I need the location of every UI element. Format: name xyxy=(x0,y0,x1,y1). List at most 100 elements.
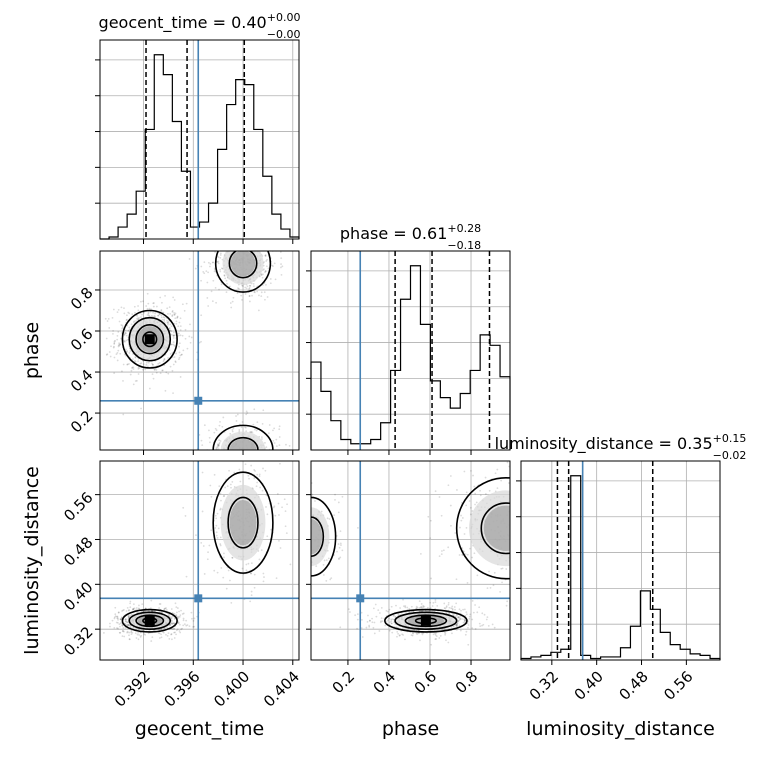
sample-point xyxy=(258,458,260,460)
sample-point xyxy=(163,316,166,319)
x-tick-label-luminosity_distance: 0.32 xyxy=(526,668,562,704)
sample-point xyxy=(137,638,140,641)
sample-point xyxy=(461,553,464,556)
sample-point xyxy=(373,621,376,624)
sample-point xyxy=(513,512,515,514)
sample-point xyxy=(380,617,383,620)
sample-point xyxy=(223,243,225,245)
sample-point xyxy=(511,517,513,519)
sample-point xyxy=(513,552,515,554)
sample-point xyxy=(251,244,253,246)
sample-point xyxy=(444,628,447,631)
sample-point xyxy=(481,612,484,615)
sample-point xyxy=(254,452,256,454)
sample-point xyxy=(515,493,517,495)
sample-point xyxy=(465,611,468,613)
sample-point xyxy=(106,353,109,355)
sample-point xyxy=(122,630,125,633)
sample-point xyxy=(227,569,230,572)
sample-point xyxy=(264,271,266,274)
sample-point xyxy=(152,377,155,380)
sample-point xyxy=(257,309,260,312)
sample-point xyxy=(246,412,249,414)
sample-point xyxy=(145,305,148,307)
sample-point xyxy=(532,558,534,560)
sample-point xyxy=(425,609,427,612)
sample-point xyxy=(112,346,115,349)
panel-content xyxy=(100,223,299,471)
sample-point xyxy=(231,231,233,233)
sample-point xyxy=(471,627,474,630)
sample-point xyxy=(401,633,403,636)
sample-point xyxy=(460,609,462,612)
sample-point xyxy=(125,610,128,612)
sample-point xyxy=(391,631,394,634)
sample-point xyxy=(207,469,209,471)
sample-point xyxy=(305,532,307,534)
title-sup: +0.28 xyxy=(447,222,481,235)
sample-point xyxy=(210,244,212,246)
sample-point xyxy=(166,319,168,322)
sample-point xyxy=(172,392,174,394)
sample-point xyxy=(215,517,218,520)
sample-point xyxy=(113,616,116,619)
sample-point xyxy=(411,631,414,634)
sample-point xyxy=(206,297,209,299)
sample-point xyxy=(165,607,167,610)
sample-point xyxy=(252,423,255,426)
sample-point xyxy=(263,576,265,578)
sample-point xyxy=(173,631,176,634)
sample-point xyxy=(246,452,248,454)
sample-point xyxy=(388,608,391,611)
sample-point xyxy=(278,436,281,438)
sample-point xyxy=(220,241,222,243)
panel-title: luminosity_distance = 0.35+0.15 xyxy=(495,432,747,454)
sample-point xyxy=(283,498,286,501)
sample-point xyxy=(175,320,178,323)
sample-point xyxy=(463,618,465,621)
sample-point xyxy=(515,599,517,601)
sample-point xyxy=(307,601,309,603)
sample-point xyxy=(512,518,514,520)
sample-point xyxy=(515,532,517,534)
sample-point xyxy=(121,370,123,373)
sample-point xyxy=(232,223,234,225)
sample-point xyxy=(119,352,122,355)
sample-point xyxy=(209,262,212,265)
sample-point xyxy=(231,481,234,483)
sample-point xyxy=(244,240,246,242)
sample-point xyxy=(158,632,161,635)
sample-point xyxy=(253,469,256,471)
sample-point xyxy=(170,333,173,336)
sample-point xyxy=(241,298,243,301)
sample-point xyxy=(259,241,261,243)
sample-point xyxy=(241,421,244,423)
sample-point xyxy=(458,608,461,611)
contour-line xyxy=(142,617,158,625)
sample-point xyxy=(368,625,371,628)
sample-point xyxy=(109,355,112,358)
hist-panel-geocent_time: geocent_time = 0.40+0.00−0.00 xyxy=(95,11,300,244)
sample-point xyxy=(189,323,191,326)
sample-point xyxy=(171,628,174,631)
sample-point xyxy=(522,581,524,583)
sample-point xyxy=(518,510,520,512)
sample-point xyxy=(529,528,531,530)
sample-point xyxy=(171,622,174,625)
sample-point xyxy=(130,630,133,632)
y-tick-label-luminosity_distance: 0.48 xyxy=(60,533,96,569)
sample-point xyxy=(314,500,316,502)
sample-point xyxy=(458,619,461,622)
sample-point xyxy=(466,581,469,584)
sample-point xyxy=(281,506,283,509)
sample-point xyxy=(124,332,127,335)
sample-point xyxy=(245,456,247,458)
sample-point xyxy=(238,428,241,431)
sample-point xyxy=(274,548,276,550)
sample-point xyxy=(160,633,162,636)
sample-point xyxy=(202,545,205,547)
sample-point xyxy=(397,632,400,635)
sample-point xyxy=(258,463,260,465)
scatter-panel-geocent_time-luminosity_distance xyxy=(95,460,300,665)
sample-point xyxy=(253,586,256,589)
